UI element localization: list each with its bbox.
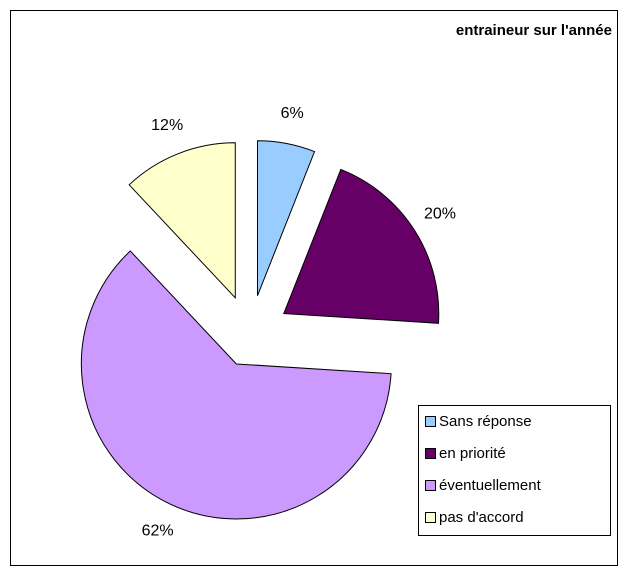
legend-swatch (425, 416, 436, 427)
slice-label: 6% (281, 105, 304, 122)
legend-label: pas d'accord (439, 509, 524, 526)
legend-swatch (425, 512, 436, 523)
legend-swatch (425, 448, 436, 459)
slice-label: 62% (142, 523, 174, 540)
slice-label: 12% (151, 117, 183, 134)
pie-slice (283, 168, 440, 324)
legend-swatch (425, 480, 436, 491)
legend-label: en priorité (439, 445, 506, 462)
pie-slice (80, 250, 392, 520)
legend-label: éventuellement (439, 477, 542, 494)
pie-slice (256, 140, 316, 296)
slice-label: 20% (424, 206, 456, 223)
pie-slice (128, 142, 236, 300)
legend-label: Sans réponse (439, 413, 532, 430)
chart-title: entraineur sur l'année (456, 22, 612, 39)
legend-box (418, 405, 611, 536)
